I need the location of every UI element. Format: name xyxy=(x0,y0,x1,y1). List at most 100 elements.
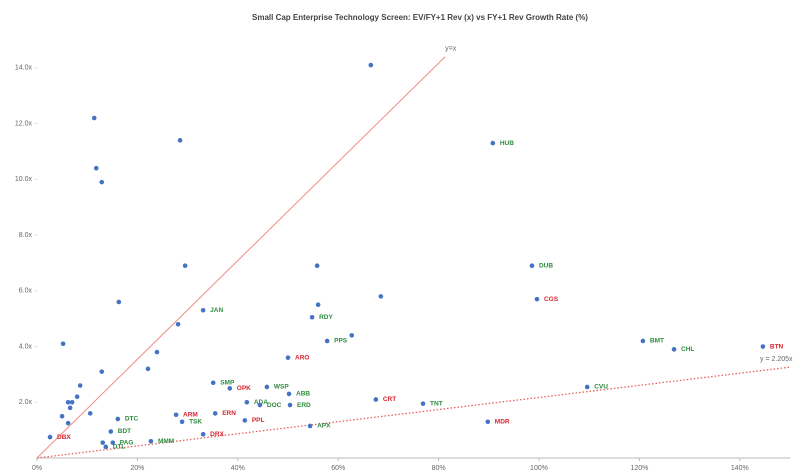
point-label: PPS xyxy=(334,338,348,345)
point-label: OPK xyxy=(237,385,251,392)
point xyxy=(65,399,71,405)
point-label: DTC xyxy=(125,416,139,423)
point xyxy=(286,391,292,397)
x-tick-label: 40% xyxy=(231,465,245,472)
point-label: HUB xyxy=(500,140,514,147)
point xyxy=(179,419,185,425)
point xyxy=(212,411,218,416)
point-label: BMT xyxy=(650,338,664,345)
point xyxy=(200,432,206,437)
y-tick-label: 4.0x xyxy=(19,343,33,350)
y-tick-label: 10.0x xyxy=(15,176,33,183)
point-label: DOC xyxy=(267,402,282,409)
point xyxy=(182,263,188,269)
point-label: TNT xyxy=(430,400,443,407)
point-label: DRX xyxy=(210,431,224,438)
point xyxy=(227,386,233,391)
point-label: RDY xyxy=(319,314,333,321)
point xyxy=(99,179,105,185)
point xyxy=(760,344,766,349)
x-tick-label: 100% xyxy=(530,465,548,472)
point xyxy=(529,263,535,269)
x-tick-label: 80% xyxy=(432,465,446,472)
point xyxy=(242,418,248,423)
point xyxy=(257,402,263,408)
point xyxy=(103,444,109,450)
point-label: DTL xyxy=(113,444,126,451)
point xyxy=(74,394,80,399)
point xyxy=(47,434,53,440)
point-label: ERD xyxy=(297,402,311,409)
point xyxy=(640,338,646,344)
point-label: CHL xyxy=(681,346,694,353)
point xyxy=(67,405,73,411)
point-label: PPL xyxy=(252,417,265,424)
point xyxy=(91,115,97,121)
point xyxy=(116,299,122,305)
point xyxy=(77,383,83,388)
point xyxy=(65,420,71,426)
point-label: WSP xyxy=(274,384,289,391)
point-label: SMP xyxy=(220,379,235,386)
point xyxy=(115,416,121,422)
point-label: ARO xyxy=(295,354,309,361)
reference-line xyxy=(36,56,446,459)
point xyxy=(314,263,320,269)
point xyxy=(285,355,291,360)
point-label: CGS xyxy=(544,296,559,303)
x-tick-label: 20% xyxy=(130,465,144,472)
point-label: CVU xyxy=(594,384,608,391)
point-label: DBX xyxy=(57,434,71,441)
point xyxy=(59,413,65,419)
point-label: PAG xyxy=(120,439,134,446)
point-label: BTN xyxy=(770,343,784,350)
x-tick-label: 60% xyxy=(331,465,345,472)
point xyxy=(309,314,315,320)
point xyxy=(108,429,114,434)
point xyxy=(177,138,183,143)
point xyxy=(490,140,496,146)
chart-title: Small Cap Enterprise Technology Screen: … xyxy=(252,13,588,22)
point xyxy=(244,399,250,405)
point xyxy=(145,366,151,372)
point xyxy=(349,333,355,338)
reference-line-label: y=x xyxy=(445,46,457,53)
x-tick-label: 120% xyxy=(630,465,648,472)
point-label: JAN xyxy=(210,307,223,314)
point-label: TSK xyxy=(189,418,202,425)
point xyxy=(148,438,154,444)
point xyxy=(173,412,179,418)
point xyxy=(154,349,160,355)
point xyxy=(175,321,181,327)
x-tick-label: 0% xyxy=(32,465,42,472)
y-tick-label: 12.0x xyxy=(15,120,33,127)
point-label: MDR xyxy=(495,418,510,425)
point xyxy=(671,347,677,352)
point xyxy=(368,62,374,68)
point xyxy=(210,380,216,386)
point xyxy=(60,341,66,347)
point-label: ERN xyxy=(222,410,236,417)
point xyxy=(93,165,99,171)
y-tick-label: 6.0x xyxy=(19,288,33,295)
point xyxy=(315,302,321,308)
point xyxy=(87,411,93,416)
point-label: DUB xyxy=(539,262,553,269)
point xyxy=(264,384,270,390)
point-label: APX xyxy=(317,423,331,430)
y-tick-label: 2.0x xyxy=(19,399,33,406)
point xyxy=(324,338,330,344)
point-label: ABB xyxy=(296,391,310,398)
reference-line-label: y = 2.205x xyxy=(760,356,793,363)
y-tick-label: 14.0x xyxy=(15,65,33,72)
reference-line xyxy=(36,366,791,459)
point xyxy=(584,384,590,390)
point xyxy=(307,423,313,429)
point xyxy=(373,397,379,402)
point xyxy=(200,308,206,313)
point-label: CRT xyxy=(383,396,396,403)
y-tick-label: 8.0x xyxy=(19,232,33,239)
point xyxy=(378,294,384,299)
point xyxy=(287,402,293,408)
